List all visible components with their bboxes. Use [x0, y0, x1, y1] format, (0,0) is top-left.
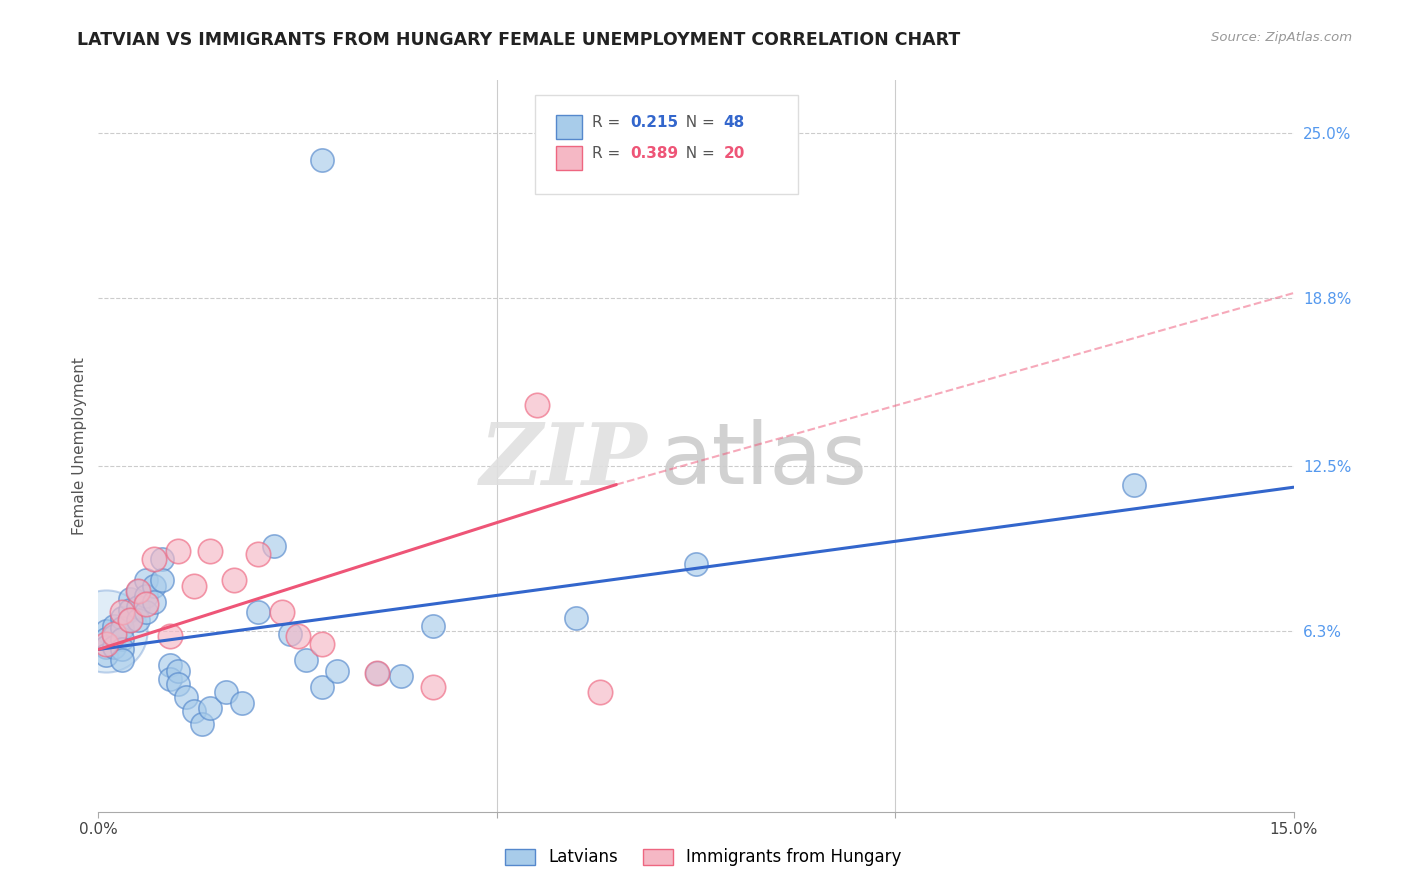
Text: 0.215: 0.215	[630, 115, 678, 129]
Point	[111, 642, 134, 657]
Point	[150, 574, 173, 588]
Point	[366, 666, 388, 681]
Point	[127, 584, 149, 599]
Point	[326, 664, 349, 678]
Point	[127, 584, 149, 599]
Point	[159, 672, 181, 686]
Point	[231, 696, 253, 710]
Text: ZIP: ZIP	[481, 419, 648, 502]
Point	[103, 618, 125, 632]
Point	[167, 677, 190, 691]
Point	[215, 685, 238, 699]
Point	[150, 552, 173, 566]
Point	[135, 597, 157, 611]
Point	[191, 717, 214, 731]
Point	[96, 632, 118, 646]
Point	[96, 624, 118, 638]
Point	[183, 704, 205, 718]
Point	[96, 648, 118, 662]
Point	[111, 653, 134, 667]
Text: LATVIAN VS IMMIGRANTS FROM HUNGARY FEMALE UNEMPLOYMENT CORRELATION CHART: LATVIAN VS IMMIGRANTS FROM HUNGARY FEMAL…	[77, 31, 960, 49]
Point	[111, 605, 134, 619]
Point	[422, 680, 444, 694]
Point	[278, 626, 301, 640]
Point	[159, 658, 181, 673]
Point	[143, 579, 166, 593]
Text: 20: 20	[724, 146, 745, 161]
FancyBboxPatch shape	[534, 95, 797, 194]
Text: atlas: atlas	[661, 419, 868, 502]
Point	[287, 629, 309, 643]
Point	[311, 153, 333, 167]
Text: 48: 48	[724, 115, 745, 129]
Text: Source: ZipAtlas.com: Source: ZipAtlas.com	[1212, 31, 1353, 45]
Point	[143, 552, 166, 566]
Point	[294, 653, 316, 667]
Point	[167, 544, 190, 558]
Point	[366, 666, 388, 681]
Point	[127, 599, 149, 614]
Point	[222, 574, 245, 588]
Point	[120, 591, 142, 606]
Point	[103, 640, 125, 654]
Point	[174, 690, 197, 705]
Point	[270, 605, 292, 619]
Point	[103, 626, 125, 640]
Point	[111, 610, 134, 624]
Point	[135, 605, 157, 619]
Point	[246, 605, 269, 619]
Point	[526, 398, 548, 412]
Point	[120, 613, 142, 627]
Point	[263, 539, 285, 553]
FancyBboxPatch shape	[557, 115, 582, 139]
Point	[143, 594, 166, 608]
Point	[311, 680, 333, 694]
Text: N =: N =	[676, 146, 720, 161]
Point	[96, 637, 118, 651]
Point	[120, 613, 142, 627]
Point	[685, 558, 707, 572]
Point	[1123, 477, 1146, 491]
Text: R =: R =	[592, 146, 626, 161]
Point	[96, 640, 118, 654]
Point	[96, 624, 118, 638]
Point	[589, 685, 612, 699]
Point	[120, 602, 142, 616]
Point	[159, 629, 181, 643]
Point	[422, 618, 444, 632]
Point	[135, 589, 157, 603]
Point	[198, 544, 221, 558]
Point	[103, 629, 125, 643]
FancyBboxPatch shape	[557, 146, 582, 170]
Text: R =: R =	[592, 115, 626, 129]
Point	[389, 669, 412, 683]
Text: 0.389: 0.389	[630, 146, 678, 161]
Point	[111, 632, 134, 646]
Point	[135, 574, 157, 588]
Point	[111, 621, 134, 635]
Point	[167, 664, 190, 678]
Point	[246, 547, 269, 561]
Point	[127, 613, 149, 627]
Point	[198, 701, 221, 715]
Point	[565, 610, 588, 624]
Legend: Latvians, Immigrants from Hungary: Latvians, Immigrants from Hungary	[498, 842, 908, 873]
Point	[183, 579, 205, 593]
Point	[311, 637, 333, 651]
Text: N =: N =	[676, 115, 720, 129]
Y-axis label: Female Unemployment: Female Unemployment	[72, 357, 87, 535]
